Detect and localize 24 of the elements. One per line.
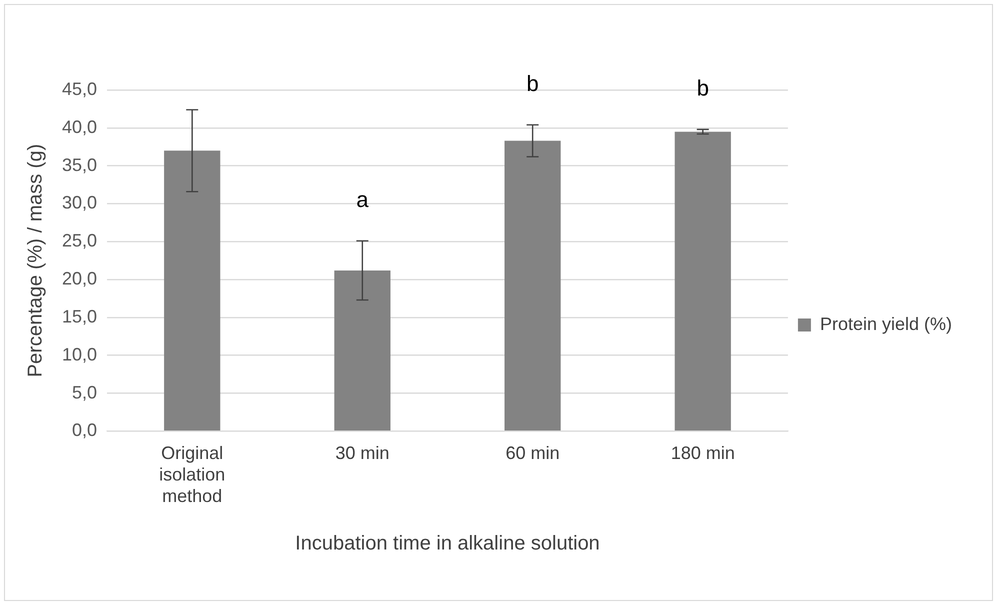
legend-label: Protein yield (%) [820,314,952,334]
x-axis-title: Incubation time in alkaline solution [295,532,600,555]
annotation: b [696,75,709,100]
x-tick-label: 180 min [670,442,735,463]
bar [504,140,561,431]
y-tick-label: 10,0 [62,344,98,364]
annotation: a [356,186,370,212]
y-tick-label: 15,0 [62,306,98,326]
y-tick-label: 25,0 [62,230,98,251]
y-tick-label: 0,0 [72,420,98,440]
bar [674,132,731,431]
y-tick-label: 45,0 [62,78,98,99]
bar [164,150,220,431]
y-tick-label: 35,0 [62,154,98,175]
y-tick-label: 5,0 [72,382,98,402]
y-tick-label: 20,0 [62,268,98,289]
x-tick-label: Original isolation method [159,442,226,506]
bar [334,270,390,431]
y-tick-label: 40,0 [62,116,98,137]
x-tick-label: 60 min [506,442,560,463]
y-tick-label: 30,0 [62,192,98,213]
y-axis-title: Percentage (%) / mass (g) [24,144,47,378]
x-tick-label: 30 min [335,442,390,463]
annotation: b [526,70,539,96]
